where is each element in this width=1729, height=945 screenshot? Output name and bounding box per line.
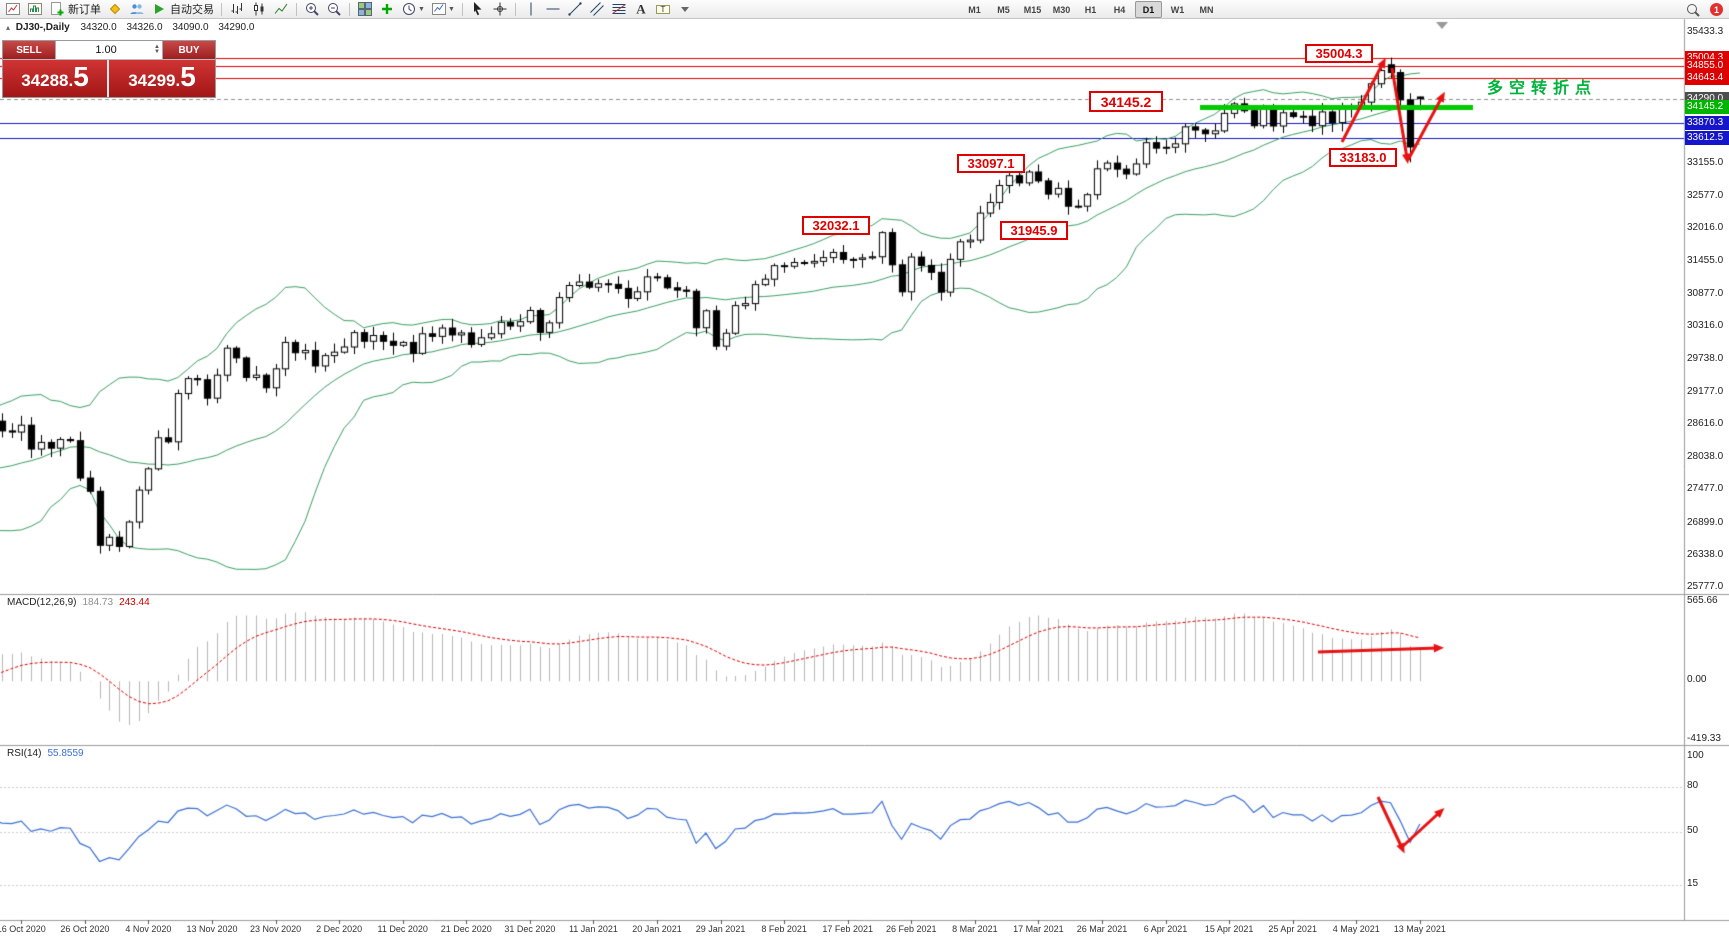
rsi-indicator-label: RSI(14) 55.8559 <box>7 748 84 759</box>
new-order-button[interactable]: 新订单 <box>47 1 103 18</box>
timeframe-button-mn[interactable]: MN <box>1199 4 1214 15</box>
notification-badge[interactable]: 1 <box>1710 3 1723 16</box>
timeframe-button-m15[interactable]: M15 <box>1023 4 1042 15</box>
chevron-down-icon: ▼ <box>418 5 425 13</box>
sell-button[interactable]: SELL <box>3 41 55 59</box>
shapes-dropdown-icon[interactable] <box>675 1 695 18</box>
autotrading-label: 自动交易 <box>170 4 214 16</box>
timeframe-button-w1[interactable]: W1 <box>1170 4 1185 15</box>
annotation-31945[interactable]: 31945.9 <box>1000 221 1068 240</box>
timeframe-toolbar: M1 M5 M15 M30 H1 H4 D1 W1 MN <box>960 1 1221 18</box>
new-chart-icon[interactable] <box>3 1 23 18</box>
toolbar-separator <box>221 2 222 16</box>
svg-text:T: T <box>660 5 665 14</box>
sell-price-button[interactable]: 34288. 5 <box>3 60 109 97</box>
toolbar-separator <box>514 2 516 16</box>
community-icon[interactable] <box>127 1 147 18</box>
bar-chart-icon[interactable] <box>227 1 247 18</box>
volume-down-icon[interactable]: ▼ <box>154 49 160 55</box>
annotation-low-price[interactable]: 33183.0 <box>1329 148 1397 167</box>
one-click-trading-panel: SELL 1.00 ▲ ▼ BUY 34288. 5 34299. 5 <box>2 40 216 98</box>
toolbar-separator <box>296 2 297 16</box>
annotation-peak-price[interactable]: 35004.3 <box>1305 44 1373 63</box>
volume-up-icon[interactable]: ▲ <box>154 44 160 50</box>
macd-name: MACD(12,26,9) <box>7 597 77 608</box>
svg-text:A: A <box>636 2 646 17</box>
turning-point-text[interactable]: 多空转折点 <box>1487 80 1598 97</box>
search-icon[interactable] <box>1683 1 1703 18</box>
macd-indicator-label: MACD(12,26,9) 184.73 243.44 <box>7 597 150 608</box>
crosshair-icon[interactable] <box>490 1 510 18</box>
horizontal-line-icon[interactable] <box>543 1 563 18</box>
volume-value: 1.00 <box>95 44 117 56</box>
annotation-33097[interactable]: 33097.1 <box>957 154 1025 173</box>
trendline-icon[interactable] <box>565 1 585 18</box>
label-icon[interactable]: T <box>653 1 673 18</box>
timeframe-button-m5[interactable]: M5 <box>997 4 1010 15</box>
templates-icon[interactable]: ▼ <box>429 1 457 18</box>
text-icon[interactable]: A <box>631 1 651 18</box>
sell-price-big-digit: 5 <box>73 61 89 92</box>
buy-price-main: 34299. <box>128 71 181 90</box>
vertical-line-icon[interactable] <box>521 1 541 18</box>
metaeditor-icon[interactable] <box>105 1 125 18</box>
annotation-32032[interactable]: 32032.1 <box>802 216 870 235</box>
tile-windows-icon[interactable] <box>355 1 375 18</box>
symbol-period-label: DJ30-,Daily <box>15 22 70 33</box>
annotation-level-price[interactable]: 34145.2 <box>1089 91 1163 112</box>
macd-signal-value: 243.44 <box>119 597 150 608</box>
time-scale[interactable] <box>0 920 1684 945</box>
buy-price-big-digit: 5 <box>180 61 196 92</box>
zoom-out-icon[interactable] <box>324 1 344 18</box>
chart-ohlc-header: ▴ DJ30-,Daily 34320.0 34326.0 34090.0 34… <box>6 22 261 33</box>
price-scale[interactable] <box>1684 19 1729 920</box>
new-order-label: 新订单 <box>68 4 101 16</box>
fibonacci-icon[interactable] <box>609 1 629 18</box>
indicators-icon[interactable] <box>377 1 397 18</box>
buy-button[interactable]: BUY <box>163 41 215 59</box>
rsi-name: RSI(14) <box>7 748 42 759</box>
high-value: 34326.0 <box>126 22 163 33</box>
buy-price-button[interactable]: 34299. 5 <box>109 60 215 97</box>
timeframe-button-h4[interactable]: H4 <box>1113 4 1126 15</box>
volume-stepper[interactable]: ▲ ▼ <box>154 44 160 55</box>
volume-input[interactable]: 1.00 ▲ ▼ <box>55 41 163 59</box>
toolbar-separator <box>461 2 463 16</box>
line-chart-icon[interactable] <box>271 1 291 18</box>
open-value: 34320.0 <box>80 22 117 33</box>
channel-icon[interactable] <box>587 1 607 18</box>
periods-icon[interactable]: ▼ <box>399 1 427 18</box>
macd-value: 184.73 <box>82 597 114 608</box>
candlestick-chart-icon[interactable] <box>249 1 269 18</box>
chart-expand-icon[interactable]: ▴ <box>6 23 11 32</box>
profiles-icon[interactable] <box>25 1 45 18</box>
timeframe-button-m30[interactable]: M30 <box>1052 4 1071 15</box>
timeframe-button-d1[interactable]: D1 <box>1135 1 1162 18</box>
autotrading-icon <box>155 4 164 14</box>
cursor-icon[interactable] <box>468 1 488 18</box>
close-value: 34290.0 <box>218 22 255 33</box>
chevron-down-icon: ▼ <box>447 5 455 13</box>
toolbar-separator <box>349 2 350 16</box>
timeframe-button-m1[interactable]: M1 <box>968 4 981 15</box>
timeframe-button-h1[interactable]: H1 <box>1084 4 1097 15</box>
zoom-in-icon[interactable] <box>302 1 322 18</box>
rsi-value: 55.8559 <box>47 748 84 759</box>
low-value: 34090.0 <box>172 22 209 33</box>
sell-price-main: 34288. <box>21 71 74 90</box>
new-order-icon <box>51 2 64 16</box>
autotrading-button[interactable]: 自动交易 <box>149 1 216 18</box>
main-toolbar: 新订单 自动交易 ▼ ▼ A T M1 M5 M15 M30 H1 H4 D1 W1 MN 1 <box>0 0 1729 19</box>
